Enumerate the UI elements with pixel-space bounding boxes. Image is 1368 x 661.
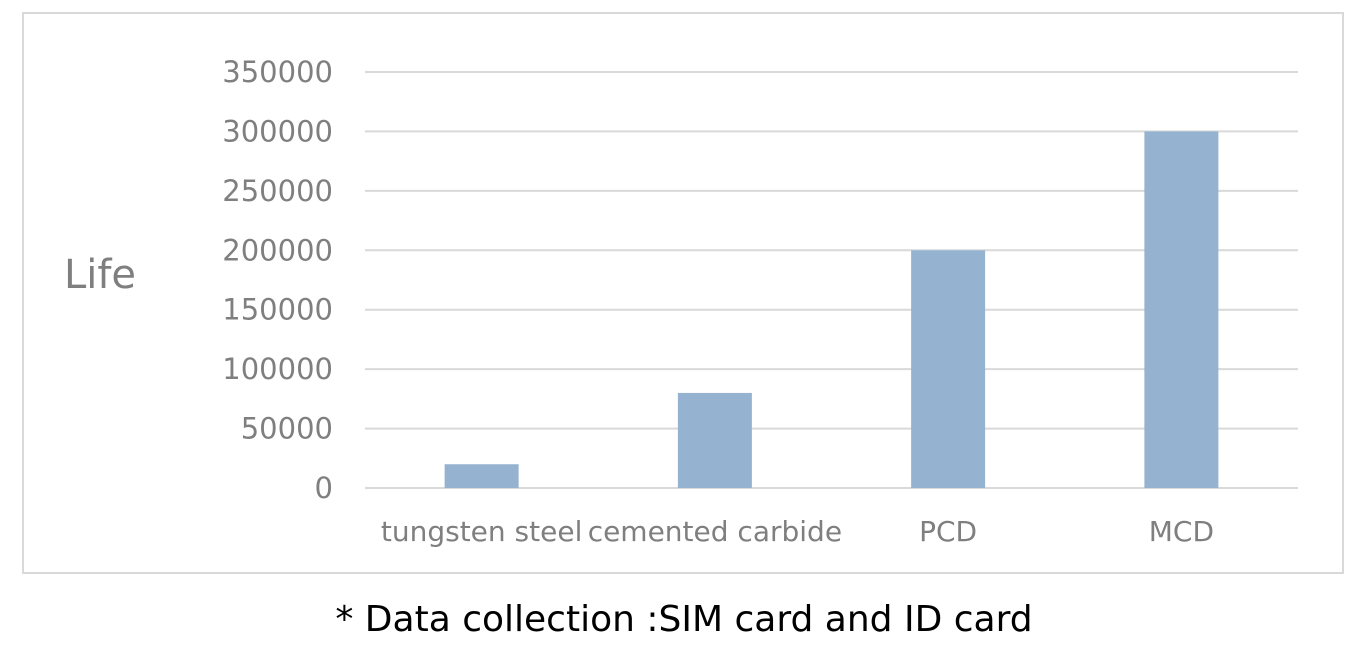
bar-pcd	[911, 250, 986, 488]
gridlines	[365, 71, 1298, 489]
y-tick-label: 0	[315, 471, 333, 505]
y-tick-label: 150000	[222, 293, 333, 327]
x-category-label: PCD	[919, 515, 977, 548]
x-category-label: tungsten steel	[381, 515, 582, 548]
y-tick-label: 350000	[222, 55, 333, 89]
y-tick-label: 100000	[222, 352, 333, 386]
x-category-label: cemented carbide	[588, 515, 842, 548]
x-category-labels: tungsten steel cemented carbide PCD MCD	[381, 515, 1214, 548]
y-tick-labels: 0 50000 100000 150000 200000 250000 300000 3500…	[222, 55, 333, 505]
y-tick-label: 300000	[222, 114, 333, 148]
bars	[444, 131, 1219, 488]
y-tick-label: 250000	[222, 174, 333, 208]
footnote: * Data collection :SIM card and ID card	[335, 599, 1033, 640]
bar-mcd	[1144, 131, 1219, 488]
y-tick-label: 200000	[222, 233, 333, 267]
bar-cemented-carbide	[677, 392, 752, 488]
bar-tungsten-steel	[444, 464, 519, 488]
x-category-label: MCD	[1149, 515, 1214, 548]
bar-chart: 0 50000 100000 150000 200000 250000 300000 3500…	[64, 55, 1298, 548]
y-tick-label: 50000	[241, 412, 333, 446]
y-axis-title: Life	[64, 252, 136, 298]
